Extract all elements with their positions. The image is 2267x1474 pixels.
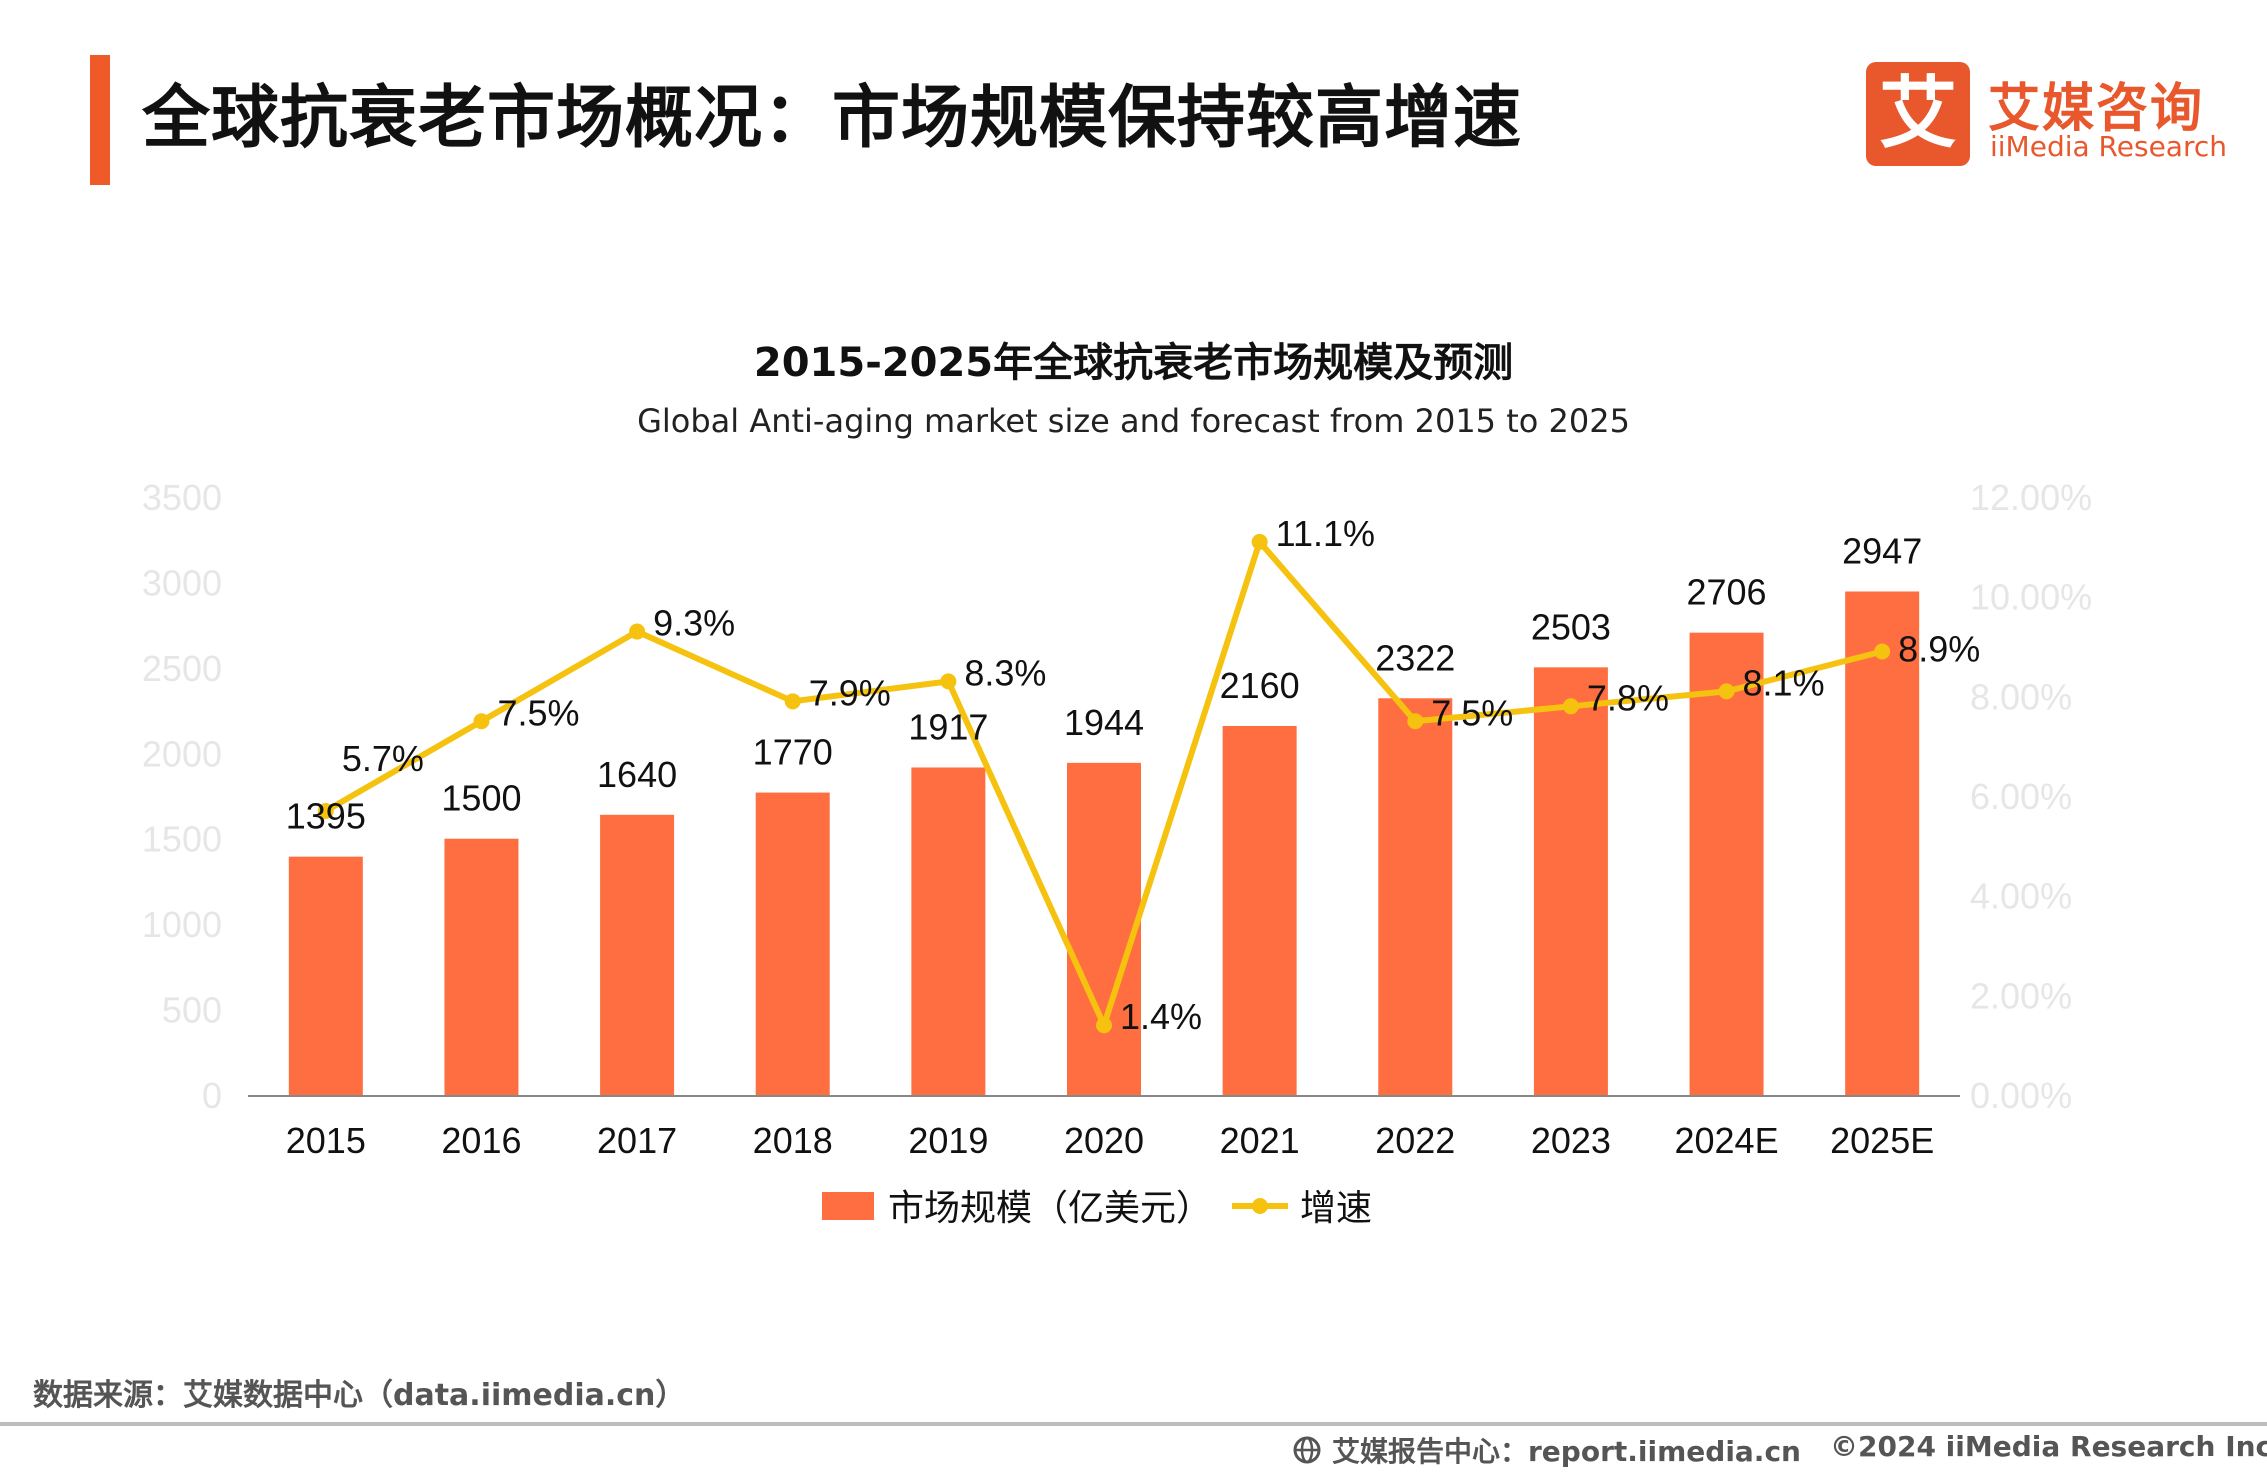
title-accent-bar [90,55,110,185]
y-left-tick-label: 3500 [142,477,222,518]
y-left-tick-label: 2500 [142,648,222,689]
bar-value-label: 1917 [908,706,988,747]
logo-mark: 艾 [1866,62,1970,166]
growth-value-label: 8.3% [964,652,1046,693]
bar-2021 [1222,725,1297,1095]
y-right-tick-label: 2.00% [1970,975,2072,1016]
growth-point-2023 [1562,698,1579,715]
bar-value-label: 2947 [1842,530,1922,571]
x-tick-label: 2015 [286,1120,366,1161]
bar-value-label: 2706 [1686,572,1766,613]
y-left-tick-label: 1500 [142,819,222,860]
bar-value-label: 2322 [1375,637,1455,678]
bar-value-label: 1640 [597,754,677,795]
logo-english-name: iiMedia Research [1990,130,2227,163]
x-tick-label: 2023 [1531,1120,1611,1161]
footer-copyright: ©2024 iiMedia Research Inc [1830,1430,2267,1463]
bar-value-label: 2160 [1220,665,1300,706]
y-right-tick-label: 4.00% [1970,876,2072,917]
growth-value-label: 8.1% [1743,662,1825,703]
growth-value-label: 9.3% [653,603,735,644]
x-tick-label: 2019 [908,1120,988,1161]
bar-2025E [1845,591,1920,1095]
page-title: 全球抗衰老市场概况：市场规模保持较高增速 [142,79,1523,158]
bar-2019 [911,767,986,1095]
x-tick-label: 2020 [1064,1120,1144,1161]
growth-point-2020 [1096,1017,1112,1034]
bar-2018 [755,792,830,1095]
growth-point-2019 [940,673,957,690]
y-left-tick-label: 3000 [142,562,222,603]
legend-line-marker [1252,1198,1268,1214]
legend-line-label: 增速 [1300,1187,1372,1228]
bar-2022 [1378,698,1453,1095]
bar-2020 [1067,762,1141,1095]
data-source: 数据来源：艾媒数据中心（data.iimedia.cn） [33,1378,686,1413]
growth-value-label: 7.5% [497,692,579,733]
growth-value-label: 1.4% [1120,996,1202,1037]
legend-bar-label: 市场规模（亿美元） [888,1187,1212,1228]
growth-point-2015 [317,802,334,819]
growth-value-label: 11.1% [1276,513,1375,554]
globe-icon [1293,1436,1321,1464]
growth-point-2017 [629,623,646,640]
growth-value-label: 5.7% [342,738,424,779]
chart-title: 2015-2025年全球抗衰老市场规模及预测 [753,340,1514,386]
x-tick-label: 2018 [753,1120,833,1161]
footer-report-text: 艾媒报告中心：report.iimedia.cn [1332,1435,1801,1468]
y-right-tick-label: 12.00% [1970,477,2092,518]
x-tick-label: 2017 [597,1120,677,1161]
bar-value-label: 2503 [1531,606,1611,647]
y-right-tick-label: 10.00% [1970,577,2092,618]
bar-2023 [1533,667,1608,1095]
y-left-tick-label: 500 [162,990,222,1031]
x-tick-label: 2021 [1220,1120,1300,1161]
y-left-tick-label: 2000 [142,733,222,774]
legend-bar-swatch [822,1192,874,1220]
x-tick-label: 2024E [1674,1120,1778,1161]
footer-divider [0,1422,2267,1426]
y-left-tick-label: 0 [202,1075,222,1116]
bar-2016 [444,838,519,1095]
growth-point-2016 [473,713,490,730]
growth-value-label: 8.9% [1898,628,1980,669]
bar-value-label: 1944 [1064,702,1144,743]
growth-point-2018 [784,693,801,710]
footer-report-link[interactable]: 艾媒报告中心：report.iimedia.cn [1292,1430,1801,1470]
growth-value-label: 7.5% [1431,692,1513,733]
bar-value-label: 1770 [753,732,833,773]
chart-subtitle: Global Anti-aging market size and foreca… [637,402,1630,440]
iimedia-logo: 艾 艾媒咨询 iiMedia Research [1866,62,2227,172]
growth-point-2021 [1251,533,1268,550]
logo-chinese-name: 艾媒咨询 [1988,79,2205,139]
x-tick-label: 2022 [1375,1120,1455,1161]
y-right-tick-label: 8.00% [1970,676,2072,717]
x-tick-label: 2016 [441,1120,521,1161]
growth-point-2022 [1407,713,1424,730]
growth-point-2024E [1718,683,1735,700]
x-tick-label: 2025E [1830,1120,1934,1161]
bar-2017 [600,814,675,1095]
bar-2024E [1689,632,1764,1095]
y-right-tick-label: 6.00% [1970,776,2072,817]
bar-2015 [288,856,363,1095]
y-right-tick-label: 0.00% [1970,1075,2072,1116]
growth-point-2025E [1874,643,1891,660]
growth-value-label: 7.8% [1587,677,1669,718]
y-left-tick-label: 1000 [142,904,222,945]
bar-value-label: 1500 [441,778,521,819]
bar-value-label: 1395 [286,796,366,837]
growth-value-label: 7.9% [809,672,891,713]
